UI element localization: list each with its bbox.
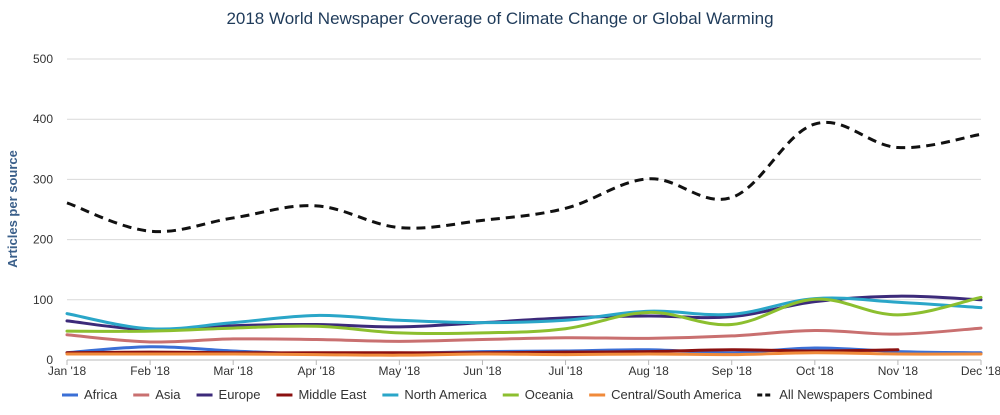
legend-label: Central/South America <box>611 387 742 402</box>
legend: Africa Asia Europe Middle East North America… <box>62 387 932 402</box>
legend-label: Africa <box>84 387 118 402</box>
series-line-central-south-america[interactable] <box>65 351 983 357</box>
legend-item[interactable]: Oceania <box>502 387 574 402</box>
legend-label: Middle East <box>298 387 366 402</box>
y-tick-label: 300 <box>33 172 53 186</box>
y-tick-label: 400 <box>33 112 53 126</box>
series-line-asia[interactable] <box>65 326 983 344</box>
x-tick-label: Jun '18 <box>463 364 502 378</box>
x-tick-label: Mar '18 <box>213 364 253 378</box>
x-tick-label: Oct '18 <box>796 364 834 378</box>
x-tick-label: Nov '18 <box>878 364 919 378</box>
x-tick-label: Dec '18 <box>961 364 1000 378</box>
y-tick-label: 500 <box>33 52 53 66</box>
y-tick-label: 100 <box>33 293 53 307</box>
legend-item[interactable]: Europe <box>196 387 261 402</box>
legend-item[interactable]: Middle East <box>276 387 367 402</box>
y-tick-label: 200 <box>33 233 53 247</box>
legend-item[interactable]: Asia <box>133 387 181 402</box>
chart-title: 2018 World Newspaper Coverage of Climate… <box>226 9 773 28</box>
legend-item[interactable]: Africa <box>62 387 118 402</box>
x-tick-label: Jul '18 <box>548 364 583 378</box>
x-tick-label: Jan '18 <box>48 364 87 378</box>
legend-item[interactable]: All Newspapers Combined <box>757 387 932 402</box>
series-lines <box>65 120 983 357</box>
legend-label: Asia <box>155 387 181 402</box>
legend-label: Oceania <box>525 387 574 402</box>
legend-item[interactable]: Central/South America <box>589 387 742 402</box>
axes: 0 100 200 300 400 500 Jan '18 Feb '18 Mar '18 Apr… <box>33 52 1000 378</box>
legend-label: All Newspapers Combined <box>779 387 932 402</box>
legend-item[interactable]: North America <box>382 387 488 402</box>
y-tick-label: 0 <box>46 353 53 367</box>
y-axis-label: Articles per source <box>5 150 20 268</box>
gridlines <box>67 58 981 301</box>
x-tick-label: Apr '18 <box>297 364 335 378</box>
x-tick-label: Feb '18 <box>130 364 170 378</box>
legend-label: Europe <box>219 387 261 402</box>
x-tick-label: May '18 <box>379 364 421 378</box>
legend-label: North America <box>404 387 487 402</box>
x-tick-label: Sep '18 <box>712 364 753 378</box>
series-line-oceania[interactable] <box>65 295 983 336</box>
series-line-all-newspapers-combined[interactable] <box>66 120 982 234</box>
x-tick-label: Aug '18 <box>628 364 669 378</box>
